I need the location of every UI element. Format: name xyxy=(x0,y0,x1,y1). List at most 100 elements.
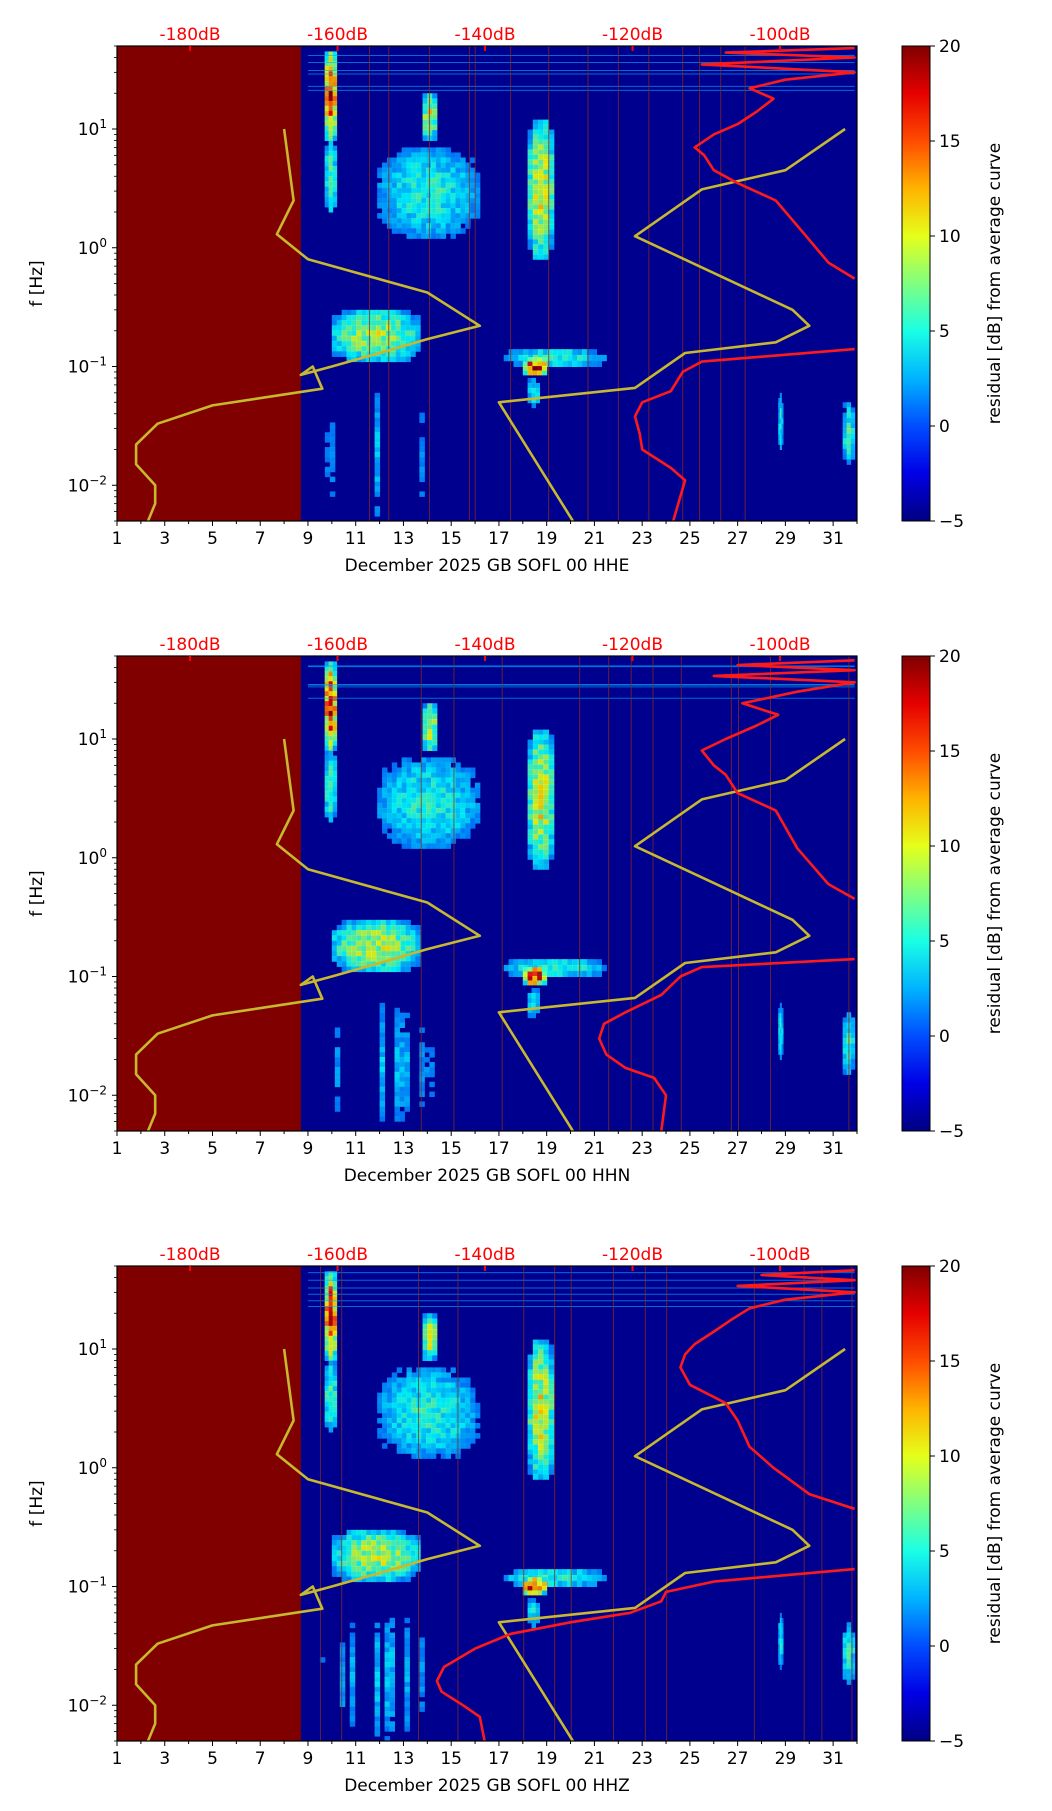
heat-cell xyxy=(850,1673,856,1680)
heat-cell xyxy=(543,154,550,161)
heat-cell xyxy=(377,182,383,189)
heat-cell xyxy=(601,1574,607,1582)
heat-cell xyxy=(435,807,442,814)
heat-cell xyxy=(421,1443,427,1449)
heat-cell xyxy=(543,214,550,220)
heat-cell xyxy=(328,1345,334,1352)
heat-cell xyxy=(460,202,466,209)
heat-cell xyxy=(779,1002,782,1009)
heat-cell xyxy=(386,1387,393,1394)
heat-cell xyxy=(538,1374,544,1381)
heat-cell xyxy=(532,967,538,973)
heat-cell xyxy=(426,1417,432,1424)
heat-cell xyxy=(781,1638,784,1645)
heat-cell xyxy=(548,244,555,250)
heat-cell xyxy=(532,119,539,126)
heat-cell xyxy=(328,1271,334,1277)
missing-data-region xyxy=(117,1266,301,1741)
heat-cell xyxy=(435,182,442,189)
heat-cell xyxy=(389,1632,395,1638)
heat-cell xyxy=(406,162,412,169)
heat-cell xyxy=(508,970,514,978)
heat-cell xyxy=(399,1086,405,1093)
heat-cell xyxy=(346,340,352,347)
heat-cell xyxy=(850,1653,856,1659)
heat-cell xyxy=(421,1377,427,1384)
heat-cell xyxy=(379,1022,386,1028)
heat-cell xyxy=(390,930,397,936)
heat-cell xyxy=(460,1392,466,1399)
heat-cell xyxy=(394,1101,400,1107)
x-tick-label: 31 xyxy=(822,529,844,549)
heat-cell xyxy=(328,81,334,87)
heat-cell xyxy=(541,980,548,986)
heat-cell xyxy=(415,1550,421,1557)
heat-cell xyxy=(432,719,438,725)
heat-cell xyxy=(440,1448,447,1454)
heat-cell xyxy=(386,782,393,789)
heat-cell xyxy=(440,213,447,219)
heat-cell xyxy=(351,320,357,326)
heat-cell xyxy=(846,448,852,455)
heat-cell xyxy=(332,720,338,727)
heat-cell xyxy=(406,1387,412,1394)
heat-cell xyxy=(366,1571,372,1577)
heat-cell xyxy=(332,1296,338,1302)
heat-cell xyxy=(361,945,367,952)
heat-cell xyxy=(396,838,403,844)
heat-cell xyxy=(391,1392,398,1399)
heat-cell xyxy=(400,315,406,321)
heat-cell xyxy=(391,1402,398,1409)
heat-cell xyxy=(371,930,377,936)
heat-cell xyxy=(324,61,330,67)
heat-cell xyxy=(396,213,403,219)
heat-cell xyxy=(386,1377,393,1384)
heat-cell xyxy=(421,782,427,789)
heat-cell xyxy=(543,1424,550,1430)
heat-cell xyxy=(374,1691,381,1698)
heat-cell xyxy=(435,1428,442,1434)
heat-cell xyxy=(336,320,343,326)
heat-cell xyxy=(548,839,555,845)
heat-cell xyxy=(426,1448,432,1454)
heat-cell xyxy=(460,787,466,794)
heat-cell xyxy=(396,782,403,789)
heat-cell xyxy=(543,1404,550,1410)
heat-cell xyxy=(535,988,541,994)
colorbar-tick-label: −5 xyxy=(939,1732,964,1752)
heat-cell xyxy=(346,1576,352,1583)
heat-cell xyxy=(324,100,330,107)
heat-cell xyxy=(778,1023,781,1030)
heat-cell xyxy=(336,961,343,967)
heat-cell xyxy=(405,961,411,967)
heat-cell xyxy=(396,182,403,189)
heat-cell xyxy=(450,202,456,209)
heat-cell xyxy=(400,1555,406,1562)
heat-cell xyxy=(548,1354,555,1361)
heat-cell xyxy=(395,315,402,321)
heat-cell xyxy=(548,239,555,245)
heat-cell xyxy=(440,843,447,849)
heat-cell xyxy=(465,1428,471,1434)
heat-cell xyxy=(386,1417,393,1424)
heat-cell xyxy=(419,466,425,473)
heat-cell xyxy=(416,167,422,174)
heat-cell xyxy=(411,172,417,179)
heat-cell xyxy=(532,234,539,240)
heat-cell xyxy=(778,439,781,445)
heat-cell xyxy=(518,964,524,972)
heat-cell xyxy=(440,182,447,189)
heat-cell xyxy=(527,779,534,785)
heat-cell xyxy=(386,802,393,809)
heat-cell xyxy=(371,330,377,337)
heat-cell xyxy=(380,325,387,332)
heat-cell xyxy=(445,807,452,814)
heat-cell xyxy=(419,461,425,468)
heat-cell xyxy=(527,199,534,205)
heat-cell xyxy=(328,696,334,702)
heat-cell xyxy=(527,804,534,810)
heat-cell xyxy=(455,197,461,204)
heat-cell xyxy=(415,930,421,936)
heat-cell xyxy=(535,397,541,404)
heat-cell xyxy=(406,802,412,809)
